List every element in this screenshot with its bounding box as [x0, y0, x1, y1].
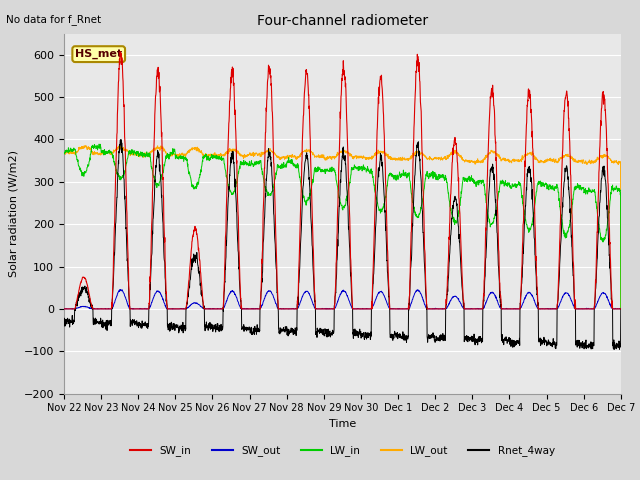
X-axis label: Time: Time	[329, 419, 356, 429]
Legend: SW_in, SW_out, LW_in, LW_out, Rnet_4way: SW_in, SW_out, LW_in, LW_out, Rnet_4way	[126, 441, 559, 460]
Text: No data for f_Rnet: No data for f_Rnet	[6, 14, 102, 25]
Text: HS_met: HS_met	[75, 49, 122, 59]
Title: Four-channel radiometer: Four-channel radiometer	[257, 14, 428, 28]
Y-axis label: Solar radiation (W/m2): Solar radiation (W/m2)	[8, 150, 18, 277]
